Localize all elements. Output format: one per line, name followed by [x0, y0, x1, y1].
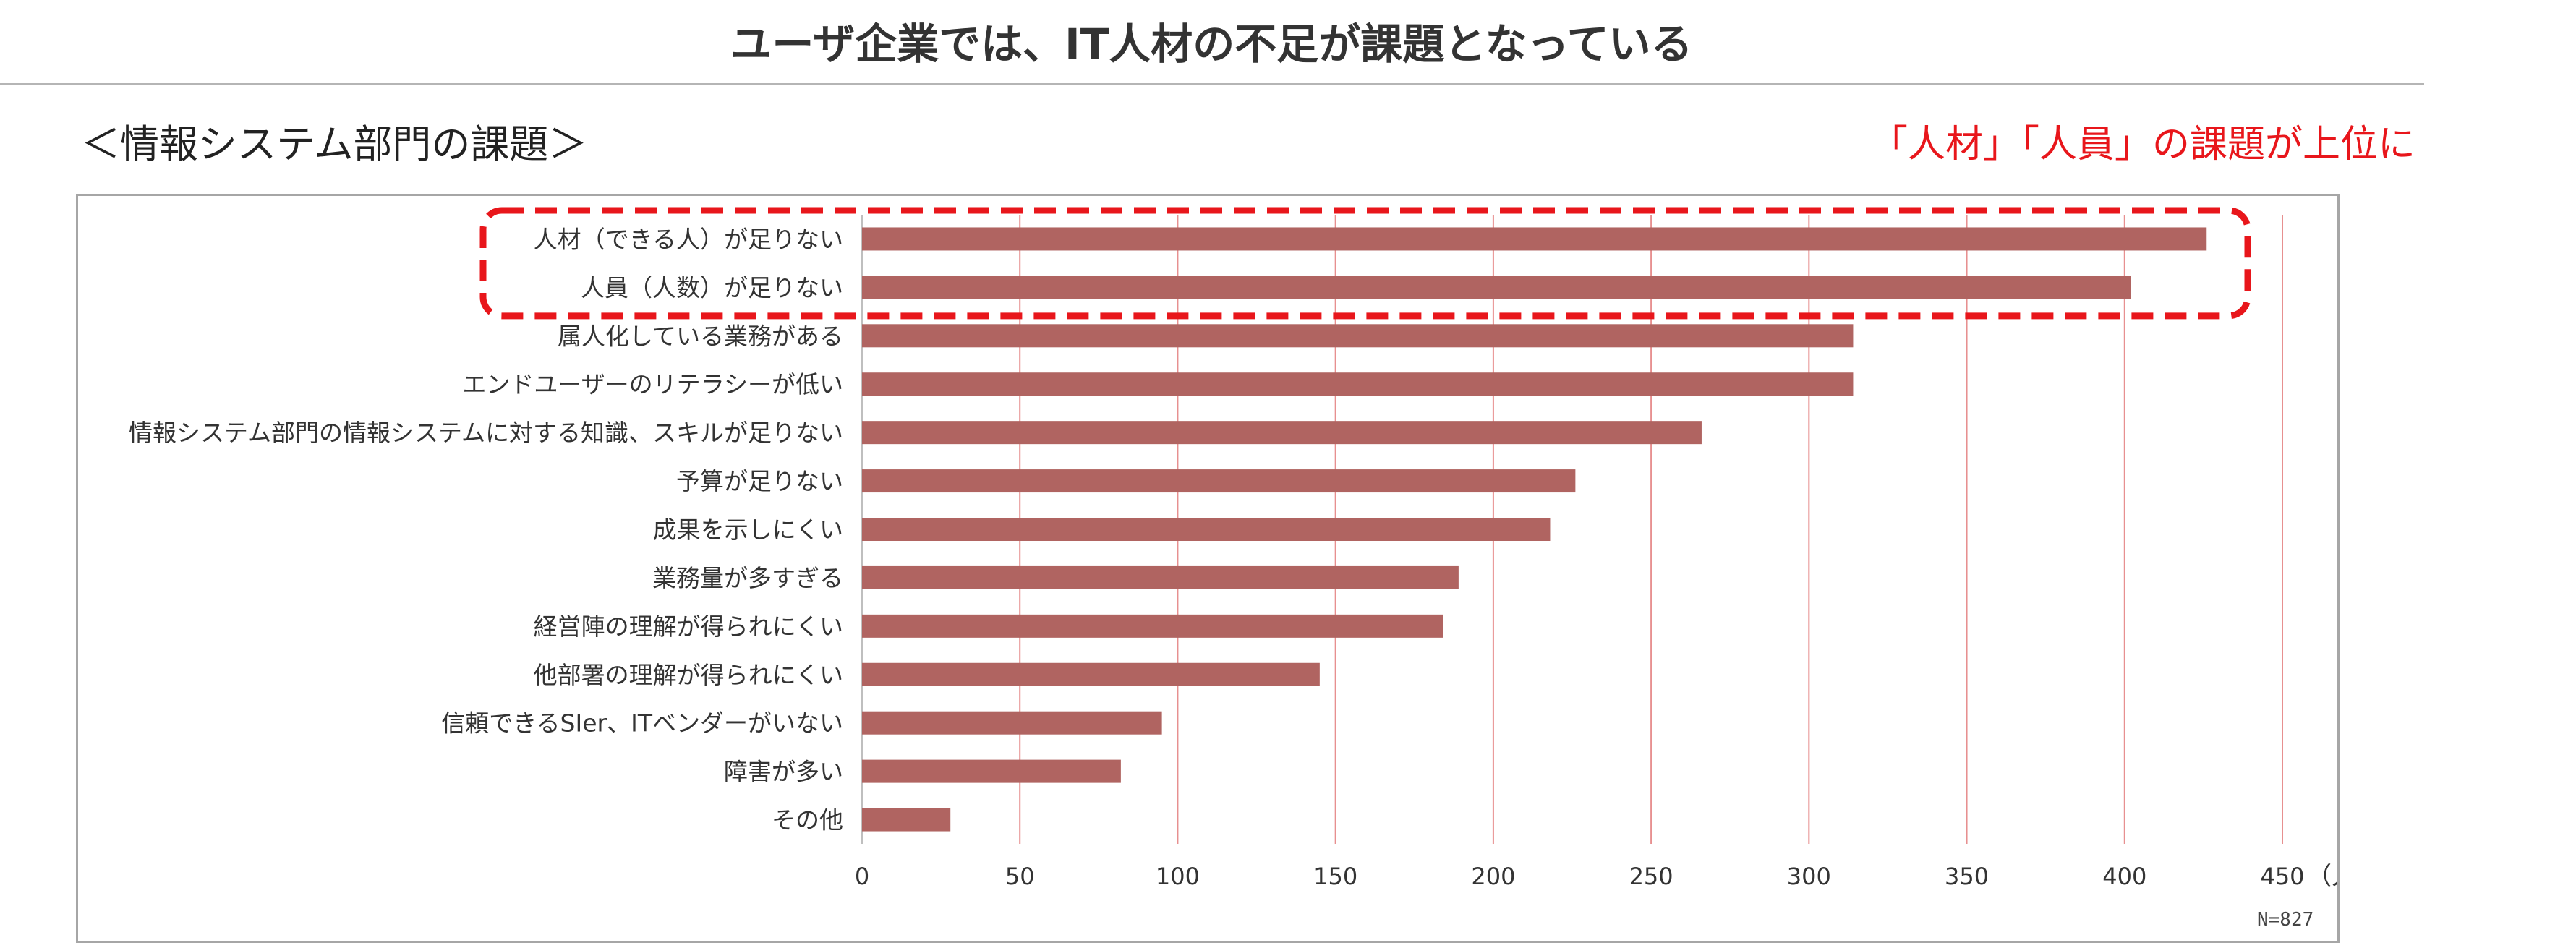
- chart-frame: 人材（できる人）が足りない人員（人数）が足りない属人化している業務があるエンドユ…: [76, 194, 2340, 943]
- x-tick-label: 50: [1005, 863, 1035, 890]
- x-tick-label: 400: [2102, 863, 2146, 890]
- category-label: その他: [772, 806, 843, 834]
- bar-chart: 人材（できる人）が足りない人員（人数）が足りない属人化している業務があるエンドユ…: [129, 207, 2337, 891]
- x-tick-label: 350: [1945, 863, 1989, 890]
- bar: [862, 662, 1320, 686]
- x-tick-label: 100: [1156, 863, 1200, 890]
- page-title: ユーザ企業では、IT人材の不足が課題となっている: [730, 20, 1693, 69]
- category-label: エンドユーザーのリテラシーが低い: [462, 370, 843, 398]
- bar: [862, 518, 1551, 541]
- x-tick-label: 0: [855, 863, 869, 890]
- category-label: 人員（人数）が足りない: [581, 273, 843, 302]
- section-heading: ＜情報システム部門の課題＞: [81, 121, 588, 167]
- x-axis-unit: （人）: [2307, 862, 2337, 891]
- title-divider: [0, 83, 2424, 85]
- category-label: 経営陣の理解が得られにくい: [534, 612, 843, 641]
- category-label: 業務量が多すぎる: [652, 564, 843, 592]
- category-label: 他部署の理解が得られにくい: [534, 661, 843, 689]
- sample-size-note: N=827: [2257, 909, 2314, 931]
- category-label: 障害が多い: [724, 758, 843, 786]
- bar: [862, 759, 1121, 783]
- bar: [862, 711, 1162, 735]
- bar: [862, 421, 1702, 445]
- bar: [862, 565, 1459, 589]
- highlight-box: [479, 207, 2251, 320]
- x-tick-label: 250: [1629, 863, 1673, 890]
- category-label: 予算が足りない: [676, 467, 843, 495]
- category-label: 属人化している業務がある: [558, 322, 843, 350]
- bar: [862, 324, 1854, 348]
- x-tick-label: 300: [1787, 863, 1831, 890]
- x-tick-label: 200: [1471, 863, 1515, 890]
- bar: [862, 372, 1854, 396]
- category-label: 情報システム部門の情報システムに対する知識、スキルが足りない: [129, 419, 843, 447]
- callout-text: 「人材」「人員」の課題が上位に: [1869, 123, 2415, 166]
- category-label: 成果を示しにくい: [653, 516, 843, 544]
- x-tick-label: 450: [2260, 863, 2304, 890]
- bar: [862, 469, 1576, 493]
- bar: [862, 227, 2207, 251]
- bar: [862, 276, 2131, 299]
- bar: [862, 808, 951, 832]
- category-label: 人材（できる人）が足りない: [534, 225, 843, 253]
- bar: [862, 614, 1443, 638]
- x-tick-label: 150: [1313, 863, 1357, 890]
- category-label: 信頼できるSIer、ITベンダーがいない: [441, 709, 843, 738]
